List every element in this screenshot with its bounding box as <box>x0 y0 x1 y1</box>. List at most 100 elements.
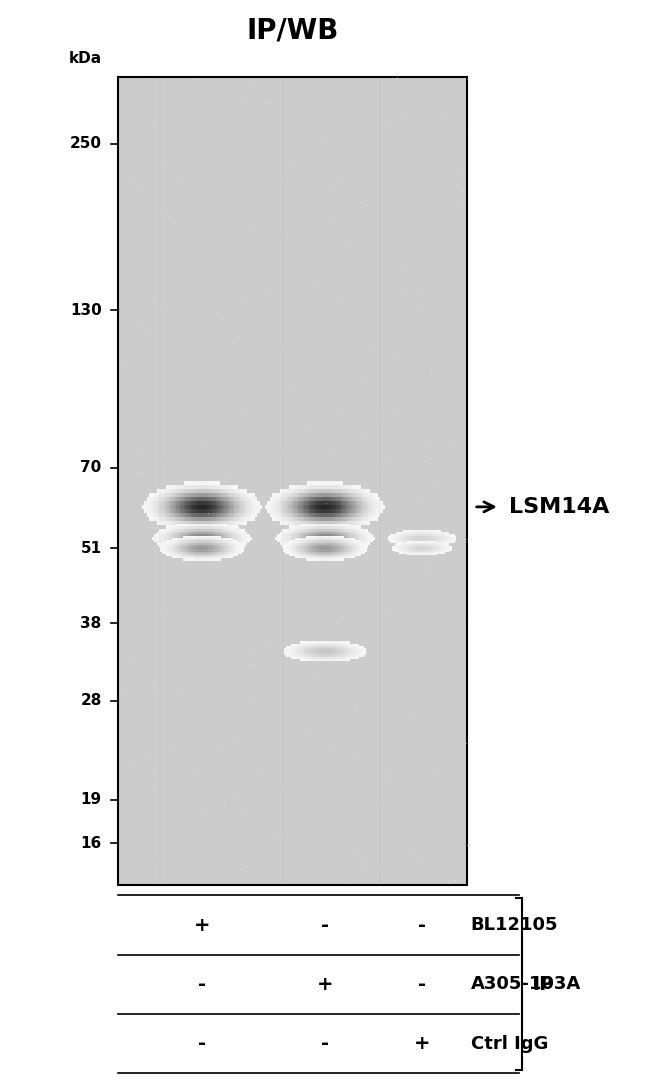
Bar <box>315 545 317 548</box>
Bar <box>353 650 355 652</box>
Bar <box>348 529 350 531</box>
Bar <box>346 537 348 540</box>
Bar <box>339 517 341 521</box>
Bar <box>190 545 192 548</box>
Bar <box>348 501 351 504</box>
Bar <box>216 485 218 489</box>
Bar <box>344 535 346 537</box>
Bar <box>310 548 312 550</box>
Bar <box>346 529 348 531</box>
Bar <box>210 540 212 542</box>
Bar <box>199 526 201 529</box>
Bar <box>320 540 322 542</box>
Bar <box>169 485 172 489</box>
Bar <box>240 542 242 545</box>
Bar <box>176 550 177 552</box>
Bar <box>354 538 356 540</box>
Bar <box>312 552 314 554</box>
Bar <box>326 657 328 659</box>
Bar <box>201 497 203 501</box>
Bar <box>150 509 151 513</box>
Bar <box>185 548 188 551</box>
Bar <box>319 540 322 542</box>
Bar <box>333 654 335 657</box>
Bar <box>404 530 406 532</box>
Bar <box>431 539 433 541</box>
Bar <box>161 545 163 548</box>
Bar <box>229 550 231 552</box>
Bar <box>324 513 326 517</box>
Bar <box>344 552 346 554</box>
Bar <box>351 485 353 489</box>
Bar <box>450 541 452 543</box>
Bar <box>166 526 168 529</box>
Bar <box>336 556 338 558</box>
Bar <box>174 526 177 529</box>
Bar <box>161 529 163 531</box>
Bar <box>361 513 363 517</box>
Bar <box>219 550 221 552</box>
Bar <box>283 550 285 552</box>
Bar <box>348 509 351 513</box>
Bar <box>363 492 365 497</box>
Bar <box>404 552 406 554</box>
Bar <box>408 530 410 532</box>
Bar <box>176 521 179 525</box>
Bar <box>339 657 342 659</box>
Bar <box>332 545 334 548</box>
Bar <box>169 497 172 501</box>
Bar <box>333 648 335 650</box>
Bar <box>413 530 415 532</box>
Bar <box>289 529 291 531</box>
Bar <box>306 536 308 538</box>
Bar <box>312 558 314 561</box>
Bar <box>234 542 237 545</box>
Bar <box>366 537 368 540</box>
Bar <box>183 545 185 548</box>
Bar <box>179 537 181 540</box>
Bar <box>338 548 340 550</box>
Bar <box>280 513 282 517</box>
Bar <box>199 554 201 556</box>
Bar <box>402 545 404 548</box>
Bar <box>358 545 359 548</box>
Bar <box>196 531 199 535</box>
Bar <box>319 648 322 650</box>
Bar <box>174 538 176 540</box>
Bar <box>150 497 151 501</box>
Bar <box>324 657 326 659</box>
Bar <box>216 537 218 540</box>
Bar <box>318 552 320 554</box>
Bar <box>319 542 322 545</box>
Bar <box>315 551 317 553</box>
Bar <box>452 541 454 543</box>
Bar <box>324 654 326 657</box>
Bar <box>207 535 210 537</box>
Bar <box>176 545 177 548</box>
Bar <box>313 524 315 526</box>
Bar <box>342 652 344 654</box>
Bar <box>314 540 316 542</box>
Bar <box>294 504 297 509</box>
Bar <box>220 521 223 525</box>
Bar <box>331 545 333 548</box>
Bar <box>307 504 309 509</box>
Bar <box>172 540 174 542</box>
Bar <box>348 657 350 659</box>
Bar <box>329 517 331 521</box>
Bar <box>348 552 350 554</box>
Bar <box>318 558 320 561</box>
Bar <box>363 521 365 525</box>
Bar <box>399 544 400 545</box>
Bar <box>316 540 318 542</box>
Bar <box>306 648 308 650</box>
Bar <box>370 517 373 521</box>
Bar <box>188 535 190 537</box>
Bar <box>177 548 179 551</box>
Bar <box>406 543 408 544</box>
Bar <box>425 532 427 534</box>
Bar <box>342 642 344 644</box>
Bar <box>368 513 370 517</box>
Bar <box>432 551 434 552</box>
Bar <box>413 534 415 536</box>
